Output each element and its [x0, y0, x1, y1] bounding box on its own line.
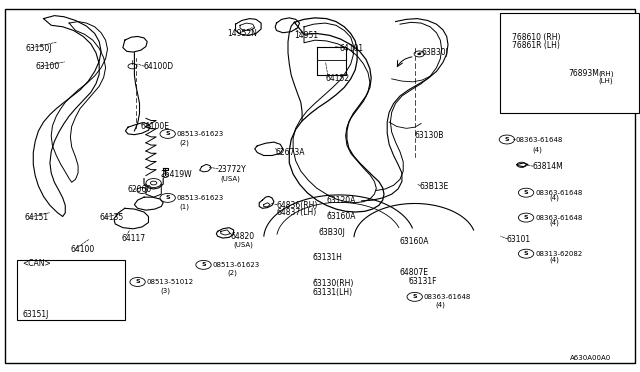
Text: S: S — [165, 131, 170, 137]
Text: (4): (4) — [435, 301, 445, 308]
Text: 63130B: 63130B — [415, 131, 444, 140]
Text: 63130(RH): 63130(RH) — [312, 279, 354, 288]
Text: 64135: 64135 — [99, 213, 124, 222]
Text: 08513-61623: 08513-61623 — [212, 262, 260, 268]
Text: (USA): (USA) — [234, 241, 253, 248]
Text: 64837(LH): 64837(LH) — [276, 208, 317, 217]
Text: 63101: 63101 — [507, 235, 531, 244]
Text: 64807E: 64807E — [400, 268, 429, 277]
Text: 08363-61648: 08363-61648 — [516, 137, 563, 142]
Text: (4): (4) — [532, 146, 542, 153]
Circle shape — [543, 35, 545, 36]
Text: 63814M: 63814M — [532, 162, 563, 171]
Text: 64151: 64151 — [24, 213, 49, 222]
Text: 64152: 64152 — [325, 74, 349, 83]
Text: 64836(RH): 64836(RH) — [276, 201, 318, 210]
Text: 62673A: 62673A — [275, 148, 305, 157]
Text: S: S — [524, 190, 529, 195]
Text: 23772Y: 23772Y — [218, 165, 246, 174]
Text: S: S — [524, 251, 529, 256]
Text: 64100E: 64100E — [141, 122, 170, 131]
Text: A630A00A0: A630A00A0 — [570, 355, 611, 361]
Text: 64100: 64100 — [70, 246, 95, 254]
Text: (USA): (USA) — [221, 175, 241, 182]
Text: (3): (3) — [160, 288, 170, 294]
Text: 63120A: 63120A — [326, 196, 356, 205]
Text: 63B30J: 63B30J — [319, 228, 346, 237]
Text: S: S — [412, 294, 417, 299]
Text: 08363-61648: 08363-61648 — [535, 190, 582, 196]
Text: 64100D: 64100D — [144, 62, 174, 71]
Text: (LH): (LH) — [598, 78, 613, 84]
Text: S: S — [165, 195, 170, 201]
Text: 63131(LH): 63131(LH) — [312, 288, 353, 296]
Text: 08363-61648: 08363-61648 — [535, 215, 582, 221]
Text: 08313-62082: 08313-62082 — [535, 251, 582, 257]
Text: (RH): (RH) — [598, 70, 614, 77]
Text: 63150J: 63150J — [26, 44, 52, 53]
Text: S: S — [135, 279, 140, 285]
Text: 76893M: 76893M — [568, 69, 599, 78]
Text: 76861R (LH): 76861R (LH) — [512, 41, 560, 50]
Text: 63160A: 63160A — [326, 212, 356, 221]
Text: 63160A: 63160A — [400, 237, 429, 246]
Text: 63B30J: 63B30J — [421, 48, 448, 57]
Text: (1): (1) — [179, 203, 189, 210]
Text: 62060: 62060 — [128, 185, 152, 194]
Bar — [500, 13, 639, 113]
Text: (4): (4) — [549, 256, 559, 263]
Text: (4): (4) — [549, 219, 559, 226]
Text: 768610 (RH): 768610 (RH) — [512, 33, 561, 42]
Text: 08513-61623: 08513-61623 — [177, 195, 224, 201]
Text: 63131F: 63131F — [408, 278, 437, 286]
Text: 14952N: 14952N — [227, 29, 257, 38]
Text: 63100: 63100 — [35, 62, 60, 71]
Text: (2): (2) — [179, 140, 189, 147]
Text: 64820: 64820 — [230, 232, 255, 241]
Text: <CAN>: <CAN> — [22, 259, 51, 268]
Circle shape — [417, 53, 421, 55]
Text: 64117: 64117 — [122, 234, 146, 243]
Text: 63B13E: 63B13E — [419, 182, 449, 191]
Text: S: S — [504, 137, 509, 142]
Text: 63151J: 63151J — [22, 310, 49, 319]
Text: (2): (2) — [227, 269, 237, 276]
Text: S: S — [201, 262, 206, 267]
Text: 16419W: 16419W — [160, 170, 191, 179]
Text: 14951: 14951 — [294, 31, 319, 40]
Text: 64101: 64101 — [339, 44, 364, 53]
Text: 08513-61623: 08513-61623 — [177, 131, 224, 137]
Text: (4): (4) — [549, 195, 559, 201]
Text: 08363-61648: 08363-61648 — [424, 294, 471, 300]
Circle shape — [36, 277, 38, 278]
Bar — [17, 260, 125, 320]
Text: S: S — [524, 215, 529, 220]
Text: 08513-51012: 08513-51012 — [147, 279, 194, 285]
Text: 63131H: 63131H — [312, 253, 342, 262]
Circle shape — [92, 277, 94, 278]
